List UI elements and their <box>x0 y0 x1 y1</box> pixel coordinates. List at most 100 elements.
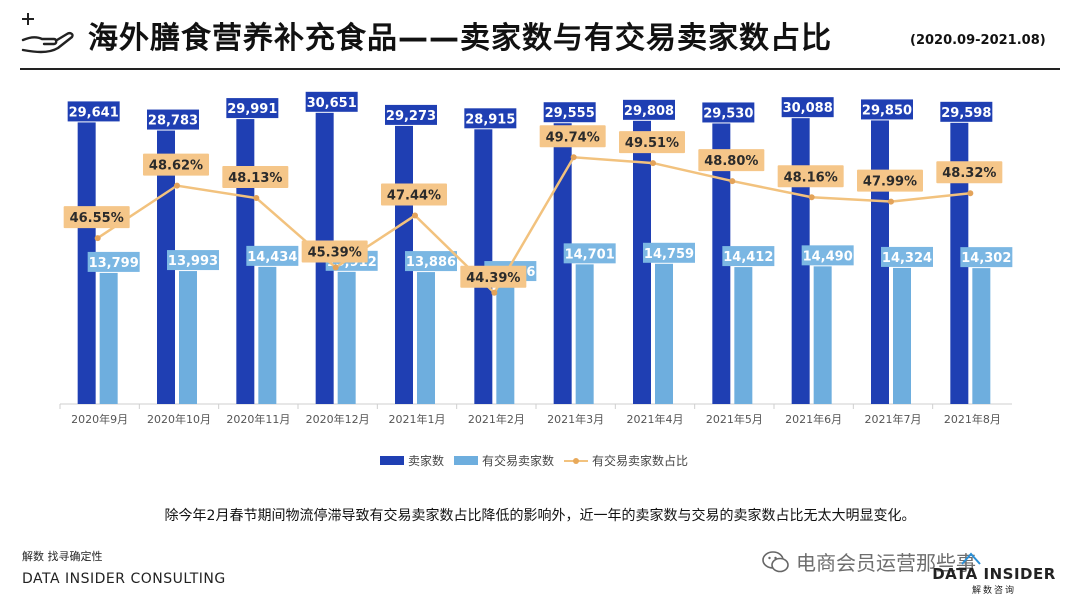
legend-swatch-sellers <box>380 456 404 465</box>
data-label-sellers: 29,850 <box>862 103 912 118</box>
watermark: 电商会员运营那些事 <box>762 547 976 576</box>
data-label-ratio: 49.51% <box>625 136 679 151</box>
data-label-box-active-sellers <box>801 245 854 266</box>
brand-logo: DATA INSIDER 解数咨询 <box>928 552 1060 596</box>
data-label-box-ratio <box>936 161 1003 184</box>
point-ratio <box>967 190 974 197</box>
brand-name-en: DATA INSIDER <box>932 565 1056 583</box>
data-label-ratio: 49.74% <box>546 130 600 145</box>
point-ratio <box>94 235 101 242</box>
legend-swatch-active-sellers <box>454 456 479 465</box>
bar-sellers <box>77 122 96 405</box>
point-ratio <box>650 160 656 167</box>
bar-sellers <box>236 119 255 404</box>
data-label-ratio: 44.39% <box>466 271 520 286</box>
data-label-active-sellers: 14,302 <box>961 251 1011 266</box>
bar-active-sellers <box>496 282 515 404</box>
point-ratio <box>253 195 260 202</box>
data-label-sellers: 29,641 <box>69 105 119 120</box>
x-tick-label: 2021年7月 <box>865 412 922 426</box>
x-tick-label: 2020年9月 <box>71 412 128 426</box>
x-tick-label: 2021年3月 <box>547 412 604 426</box>
data-label-sellers: 30,088 <box>783 101 833 116</box>
bar-active-sellers <box>893 267 911 404</box>
bar-active-sellers <box>179 271 197 404</box>
data-label-box-ratio <box>539 125 606 148</box>
bar-active-sellers <box>417 272 435 404</box>
data-label-box-sellers <box>385 104 437 125</box>
watermark-text: 电商会员运营那些事 <box>796 551 976 575</box>
bar-sellers <box>712 123 731 404</box>
x-tick-label: 2020年12月 <box>306 412 370 426</box>
bar-active-sellers <box>813 266 832 404</box>
footer-company: DATA INSIDER CONSULTING <box>22 571 226 587</box>
data-label-sellers: 29,530 <box>703 106 753 121</box>
data-label-active-sellers: 14,412 <box>723 250 773 265</box>
data-label-ratio: 48.13% <box>228 171 282 186</box>
x-tick-label: 2021年1月 <box>389 412 446 426</box>
data-label-sellers: 29,598 <box>941 106 991 121</box>
data-label-box-sellers <box>702 102 755 123</box>
line-ratio <box>96 155 971 295</box>
bar-sellers <box>553 123 572 404</box>
header: 海外膳食营养补充食品——卖家数与有交易卖家数占比 (2020.09-2021.0… <box>0 0 1080 72</box>
bar-active-sellers <box>655 263 673 404</box>
data-label-ratio: 48.62% <box>149 159 203 174</box>
point-ratio <box>412 212 418 219</box>
legend-label-sellers: 卖家数 <box>408 454 445 468</box>
legend-item-sellers: 卖家数 <box>380 452 444 469</box>
period-label: (2020.09-2021.08) <box>910 33 1046 48</box>
data-label-sellers: 28,915 <box>465 112 515 127</box>
data-label-sellers: 29,991 <box>227 102 277 117</box>
data-label-ratio: 46.55% <box>70 211 124 226</box>
data-label-box-active-sellers <box>563 243 616 264</box>
data-label-box-ratio <box>301 240 368 263</box>
x-tick-label: 2021年2月 <box>468 412 525 426</box>
data-label-box-ratio <box>222 166 289 189</box>
brand-name-cn: 解数咨询 <box>971 586 1016 596</box>
data-label-box-ratio <box>698 149 765 172</box>
bar-active-sellers <box>337 271 356 404</box>
bar-active-sellers <box>575 264 594 404</box>
x-tick-label: 2021年5月 <box>706 412 763 426</box>
data-label-box-ratio <box>619 131 685 154</box>
data-label-box-sellers <box>464 108 517 129</box>
data-label-active-sellers: 14,759 <box>644 247 694 262</box>
bar-sellers <box>791 118 810 404</box>
data-label-box-sellers <box>67 101 120 122</box>
data-label-box-active-sellers <box>246 245 299 266</box>
x-tick-label: 2021年4月 <box>627 412 684 426</box>
x-tick-label: 2020年10月 <box>147 412 211 426</box>
title-divider <box>20 68 1060 70</box>
data-label-box-sellers <box>543 102 596 123</box>
data-label-ratio: 48.16% <box>784 170 838 185</box>
data-label-active-sellers: 13,993 <box>168 254 218 269</box>
data-label-box-active-sellers <box>167 250 219 271</box>
chart-legend: 卖家数 有交易卖家数 有交易卖家数占比 <box>380 452 688 469</box>
data-label-ratio: 45.39% <box>308 245 362 260</box>
data-label-box-active-sellers <box>643 242 695 263</box>
data-label-box-sellers <box>147 109 199 130</box>
data-label-box-ratio <box>777 165 844 188</box>
page-title: 海外膳食营养补充食品——卖家数与有交易卖家数占比 <box>88 21 832 56</box>
data-label-sellers: 28,783 <box>148 114 198 129</box>
chart-annotation: 除今年2月春节期间物流停滞导致有交易卖家数占比降低的影响外，近一年的卖家数与交易… <box>164 508 916 524</box>
data-label-ratio: 48.80% <box>704 154 758 169</box>
data-label-sellers: 29,273 <box>386 109 436 124</box>
point-ratio <box>174 182 180 189</box>
legend-item-active-sellers: 有交易卖家数 <box>454 452 554 469</box>
hand-plus-icon <box>21 13 74 54</box>
bar-active-sellers <box>734 267 753 404</box>
data-label-active-sellers: 14,701 <box>565 247 615 262</box>
bar-sellers <box>633 120 651 404</box>
data-label-box-ratio <box>460 265 527 288</box>
data-label-box-sellers <box>623 99 675 120</box>
seller-chart: 29,641 13,799 2020年9月 28,783 13,993 2020年10月 2… <box>59 91 1013 426</box>
data-label-box-active-sellers <box>722 246 775 267</box>
wechat-icon <box>762 550 789 572</box>
legend-label-ratio: 有交易卖家数占比 <box>592 454 689 468</box>
data-label-box-ratio <box>857 169 923 192</box>
data-label-ratio: 48.32% <box>942 166 996 181</box>
legend-swatch-ratio <box>564 456 589 465</box>
data-label-box-sellers <box>940 101 993 122</box>
